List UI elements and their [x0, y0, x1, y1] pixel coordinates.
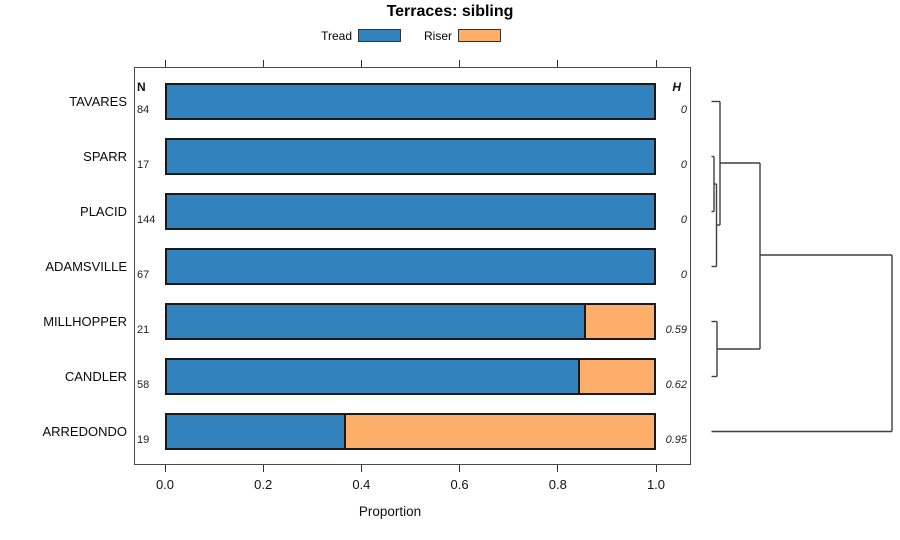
bar-row: [165, 248, 656, 285]
x-axis-bottom-tick: [557, 465, 559, 472]
row-n-value: 144: [137, 214, 156, 226]
bar-tread-segment: [165, 83, 656, 120]
row-h-value: 0: [680, 214, 687, 226]
x-axis-tick-label: 0.6: [450, 477, 469, 492]
bar-row: [165, 138, 656, 175]
x-axis-tick-label: 0.2: [254, 477, 273, 492]
row-n-value: 84: [137, 104, 150, 116]
x-axis-tick-label: 0.4: [352, 477, 371, 492]
bar-row: [165, 303, 656, 340]
row-h-value: 0.62: [665, 379, 687, 391]
row-label: CANDLER: [64, 368, 127, 384]
x-axis-top-tick: [360, 60, 362, 67]
bar-row: [165, 193, 656, 230]
bar-riser-segment: [344, 413, 656, 450]
row-n-value: 17: [137, 159, 150, 171]
row-label: ADAMSVILLE: [45, 258, 127, 274]
x-axis-tick-label: 1.0: [646, 477, 666, 492]
row-h-value: 0: [680, 159, 687, 171]
x-axis-top-tick: [164, 60, 166, 67]
row-label: SPARR: [83, 148, 127, 164]
x-axis-bottom-tick: [164, 465, 166, 472]
legend-label-tread: Tread: [321, 29, 352, 43]
x-axis-bottom-tick: [262, 465, 264, 472]
x-axis-top-tick: [459, 60, 461, 67]
row-n-value: 58: [137, 379, 150, 391]
x-axis-bottom-tick: [459, 465, 461, 472]
legend-swatch-tread-icon: [358, 29, 401, 42]
bar-tread-segment: [165, 138, 656, 175]
bar-tread-segment: [165, 193, 656, 230]
row-n-value: 67: [137, 269, 150, 281]
bar-tread-segment: [165, 303, 586, 340]
x-axis-tick-label: 0.0: [155, 477, 175, 492]
x-axis-top-tick: [655, 60, 657, 67]
row-n-value: 21: [137, 324, 150, 336]
x-axis-bottom-tick: [655, 465, 657, 472]
row-h-value: 0: [680, 104, 687, 116]
bar-tread-segment: [165, 413, 346, 450]
legend-label-riser: Riser: [423, 29, 452, 43]
bar-tread-segment: [165, 248, 656, 285]
row-h-value: 0.95: [665, 434, 687, 446]
row-h-value: 0.59: [665, 324, 687, 336]
row-label: MILLHOPPER: [43, 313, 127, 329]
row-n-value: 19: [137, 434, 150, 446]
x-axis-top-tick: [262, 60, 264, 67]
x-axis-top-tick: [557, 60, 559, 67]
x-axis-bottom-tick: [360, 465, 362, 472]
bar-riser-segment: [584, 303, 656, 340]
bar-riser-segment: [578, 358, 656, 395]
bar-row: [165, 83, 656, 120]
row-h-value: 0: [680, 269, 687, 281]
x-axis-tick-label: 0.8: [548, 477, 567, 492]
chart-title: Terraces: sibling: [386, 3, 514, 20]
row-label: ARREDONDO: [42, 423, 127, 439]
bar-row: [165, 413, 656, 450]
x-axis-label: Proportion: [358, 504, 422, 519]
legend-swatch-riser-icon: [458, 29, 501, 42]
h-column-header: H: [672, 80, 681, 94]
row-label: PLACID: [80, 203, 127, 219]
bar-row: [165, 358, 656, 395]
row-label: TAVARES: [69, 93, 127, 109]
n-column-header: N: [137, 80, 146, 94]
bar-tread-segment: [165, 358, 580, 395]
